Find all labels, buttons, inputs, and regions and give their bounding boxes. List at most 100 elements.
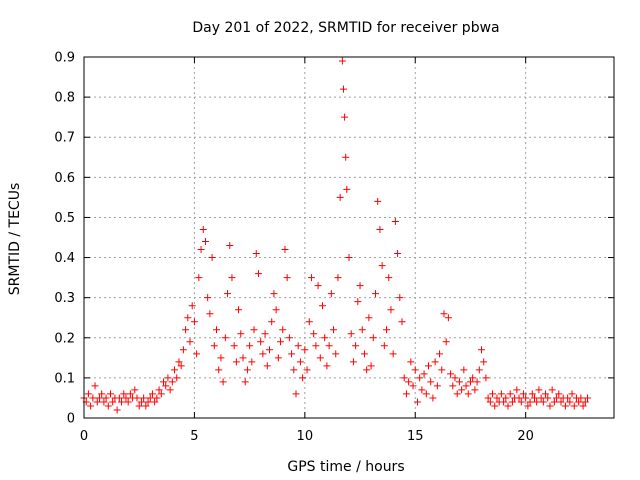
data-point [336,193,344,201]
data-point [146,394,154,402]
data-point [584,394,591,402]
data-point [334,274,342,282]
data-point [215,366,223,374]
data-point [288,350,296,358]
data-point [254,270,262,278]
data-point [427,378,435,386]
data-point [394,250,402,258]
data-point [303,366,311,374]
data-point [478,346,485,354]
data-point [250,326,258,334]
data-point [341,113,349,121]
data-point [444,314,452,322]
data-point [447,370,455,378]
data-point [369,334,377,342]
x-axis-title: GPS time / hours [287,459,404,475]
y-tick-label: 0.3 [54,291,75,306]
y-tick-label: 0.6 [54,171,75,186]
chart-title: Day 201 of 2022, SRMTID for receiver pbw… [192,20,499,36]
data-point [517,398,525,406]
data-point [402,390,410,398]
data-point [292,390,300,398]
y-tick-label: 0 [67,412,75,427]
data-point [87,402,95,410]
data-point [338,57,346,65]
data-point [84,390,92,398]
data-point [352,342,360,350]
data-point [420,370,428,378]
data-point [232,358,240,366]
data-point [396,294,404,302]
data-point [135,402,143,410]
data-point [365,314,373,322]
data-point [294,342,302,350]
data-point [458,386,466,394]
data-point [177,362,185,370]
data-point [473,378,481,386]
data-point [524,402,532,410]
y-tick-label: 0.9 [54,51,75,66]
data-point [535,386,543,394]
data-point [561,402,569,410]
data-point [413,398,421,406]
data-point [319,302,326,310]
data-point [122,394,130,402]
data-point [462,382,470,390]
data-point [168,378,176,386]
data-point [102,394,110,402]
data-point [464,390,472,398]
data-point [531,394,538,402]
data-point [349,358,357,366]
data-point [356,282,364,290]
data-point [120,390,128,398]
data-point [204,294,212,302]
data-point [453,390,461,398]
data-point [416,374,424,382]
data-point [436,350,444,358]
data-point [528,390,536,398]
data-point [137,398,145,406]
data-point [243,366,251,374]
data-point [162,382,170,390]
y-tick-label: 0.8 [54,91,75,106]
data-point [224,290,232,298]
data-point [342,153,350,161]
data-point [124,398,132,406]
data-point [343,185,351,193]
data-point [115,394,123,402]
data-point [480,358,488,366]
data-point [217,354,225,362]
data-point [513,386,521,394]
data-point [469,374,477,382]
data-point [526,398,534,406]
data-point [248,358,256,366]
data-point [140,394,148,402]
data-point [93,398,101,406]
data-point [407,358,415,366]
data-point [555,390,563,398]
data-point [354,298,362,306]
x-tick-label: 0 [80,429,88,444]
data-point [425,362,432,370]
data-point [422,390,430,398]
data-point [186,338,194,346]
y-tick-label: 0.5 [54,211,75,226]
data-point [290,366,298,374]
data-point [449,382,457,390]
data-point [160,378,167,386]
data-point [239,354,247,362]
data-point [221,334,229,342]
data-point [330,326,338,334]
data-point [157,390,165,398]
data-point [296,358,304,366]
data-point [100,398,108,406]
data-point [482,374,490,382]
data-point [199,225,207,233]
data-point [579,402,587,410]
data-point [347,330,355,338]
data-point [378,262,386,270]
data-point [548,386,556,394]
data-point [376,225,384,233]
data-point [213,326,220,334]
data-point [493,394,501,402]
